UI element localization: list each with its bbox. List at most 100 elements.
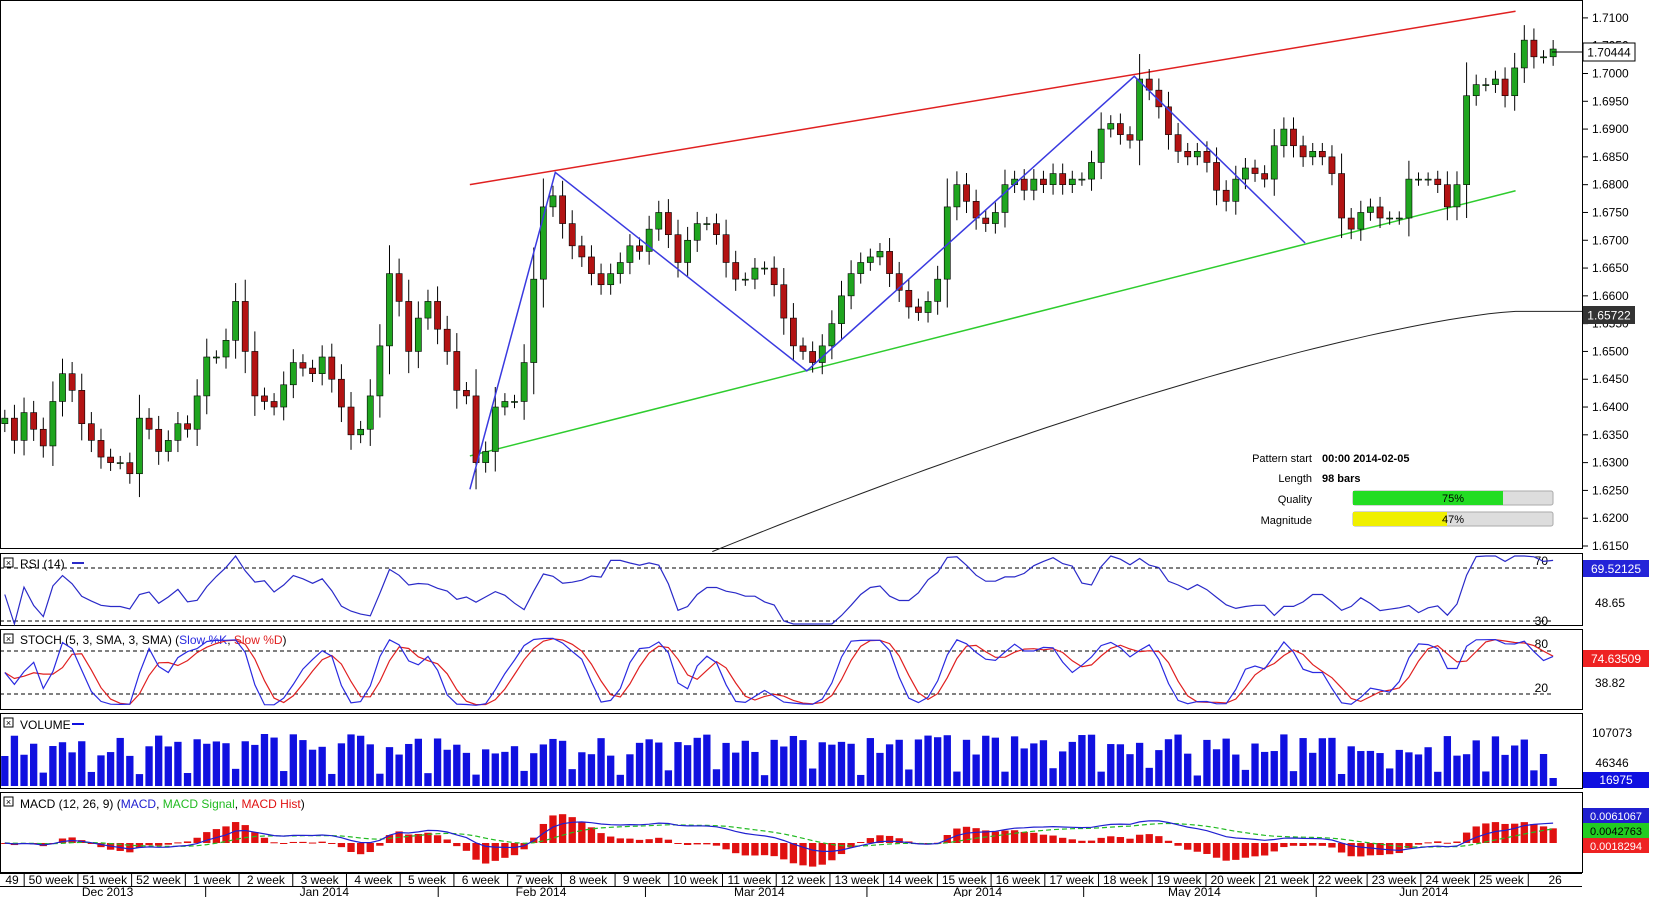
candle-up — [1367, 206, 1374, 213]
volume-bar — [385, 747, 394, 786]
candle-up — [1453, 184, 1461, 208]
volume-bar — [501, 751, 509, 786]
price-tick-label: 1.6400 — [1592, 400, 1629, 414]
volume-bar — [645, 739, 653, 786]
volume-bar — [1424, 747, 1432, 786]
macd-hist-bar — [1260, 843, 1269, 856]
candle-up — [1463, 95, 1470, 185]
volume-bar — [231, 768, 240, 786]
volume-bar — [289, 734, 297, 786]
macd-hist-bar — [270, 842, 278, 844]
pattern-zigzag — [469, 75, 1306, 490]
candle-up — [1395, 217, 1403, 220]
volume-bar — [328, 773, 336, 786]
svg-text:×: × — [6, 797, 11, 807]
volume-bar — [1097, 771, 1105, 786]
volume-bar — [857, 774, 865, 786]
volume-bar — [1116, 744, 1125, 786]
volume-bar — [770, 739, 778, 786]
week-label: 19 week — [1157, 873, 1203, 887]
candle-up — [1520, 39, 1528, 69]
macd-hist-bar — [866, 838, 874, 843]
price-tick-label: 1.6250 — [1592, 483, 1629, 497]
stoch-k-line — [4, 637, 1554, 706]
macd-hist-bar — [212, 829, 221, 843]
week-label: 22 week — [1318, 873, 1364, 887]
svg-text:×: × — [6, 634, 11, 644]
macd-hist-bar — [1145, 834, 1153, 843]
macd-hist-bar — [597, 833, 605, 843]
volume-bar — [1126, 754, 1134, 786]
macd-hist-bar — [808, 843, 817, 867]
macd-hist-bar — [1299, 843, 1307, 846]
candle-up — [1097, 128, 1105, 163]
volume-bar — [58, 742, 67, 786]
volume-bar — [1482, 771, 1490, 786]
length-label: Length — [1278, 473, 1312, 485]
svg-text:0.0042763: 0.0042763 — [1590, 826, 1642, 838]
macd-hist-bar — [1232, 843, 1240, 860]
volume-bar — [1078, 735, 1086, 786]
candle-down — [1318, 151, 1326, 158]
candle-up — [1280, 128, 1288, 147]
candle-up — [1540, 56, 1547, 59]
volume-bar — [1491, 736, 1500, 786]
stoch-close-icon[interactable] — [3, 633, 14, 644]
svg-text:38.82: 38.82 — [1595, 676, 1625, 690]
month-label: Jun 2014 — [1399, 885, 1449, 897]
volume-bar — [1193, 775, 1201, 786]
candle-down — [1203, 151, 1211, 163]
candle-down — [963, 184, 970, 202]
volume-title: VOLUME — [20, 718, 71, 732]
macd-hist-bar — [1078, 840, 1086, 843]
volume-bar — [597, 738, 605, 786]
volume-bar — [789, 735, 798, 786]
candle-up — [1, 417, 9, 425]
volume-bar — [299, 740, 307, 786]
macd-close-icon[interactable] — [3, 796, 14, 807]
week-label: 16 week — [996, 873, 1042, 887]
candlesticks — [1, 25, 1557, 498]
candle-down — [780, 284, 788, 319]
volume-bar — [578, 752, 586, 786]
macd-hist-bar — [1337, 843, 1346, 853]
volume-bar — [453, 744, 461, 786]
price-tick-label: 1.6900 — [1592, 122, 1629, 136]
candle-down — [395, 273, 403, 302]
candle-down — [241, 301, 249, 352]
macd-hist-bar — [1164, 840, 1173, 843]
candle-up — [414, 317, 422, 352]
candle-up — [1078, 178, 1086, 181]
svg-text:×: × — [6, 558, 11, 568]
macd-hist-bar — [164, 843, 172, 845]
svg-text:74.63509: 74.63509 — [1591, 652, 1641, 666]
candle-up — [1049, 173, 1057, 185]
week-label: 26 — [1548, 873, 1562, 887]
rsi-title: RSI (14) — [20, 557, 65, 571]
week-label: 51 week — [82, 873, 128, 887]
rsi-close-icon[interactable] — [3, 557, 14, 568]
candle-up — [1088, 162, 1095, 180]
volume-bar — [837, 741, 846, 786]
volume-bar — [760, 775, 769, 786]
volume-bar — [20, 754, 28, 786]
week-label: 3 week — [301, 873, 340, 887]
volume-bar — [616, 774, 624, 786]
rsi-line — [4, 554, 1554, 627]
svg-text:20: 20 — [1535, 681, 1549, 695]
svg-text:46346: 46346 — [1595, 756, 1629, 770]
week-label: 1 week — [193, 873, 232, 887]
candle-up — [1030, 178, 1038, 191]
candle-down — [665, 212, 672, 235]
macd-hist-bar — [1203, 843, 1211, 854]
volume-bar — [491, 753, 499, 786]
volume-close-icon[interactable] — [3, 717, 14, 728]
price-tick-label: 1.6600 — [1592, 289, 1629, 303]
volume-bar — [664, 770, 673, 786]
candle-down — [78, 390, 86, 425]
time-axis: 49 50 week 51 week 52 week 1 week 2 week 3 wee… — [5, 873, 1562, 897]
candle-up — [761, 267, 768, 270]
price-tick-label: 1.7000 — [1592, 66, 1629, 80]
candle-down — [790, 317, 797, 347]
